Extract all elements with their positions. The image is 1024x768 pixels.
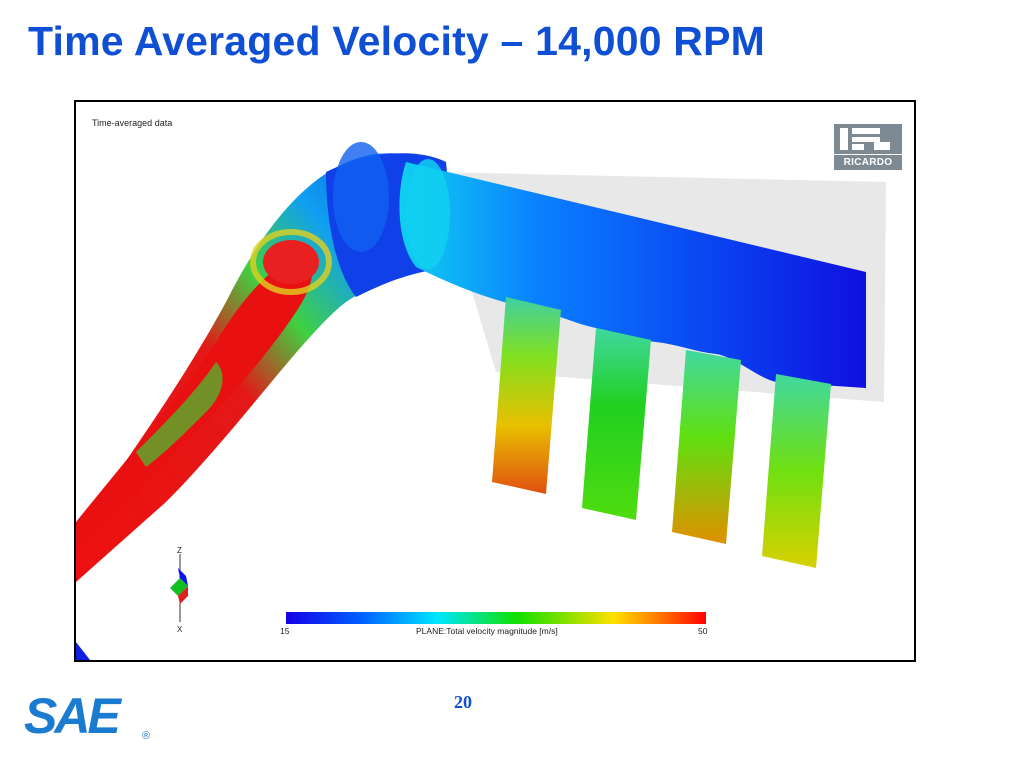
ricardo-logo-text: RICARDO [834,155,902,170]
corner-patch [76,642,90,660]
runner-4 [762,374,831,568]
cfd-figure: Time-averaged data RICARDO 15 PLANE:Tota… [74,100,916,662]
velocity-contour-image [76,142,886,660]
axis-z-label: Z [177,546,182,555]
runner-3 [672,350,741,544]
ricardo-logo: RICARDO [834,124,902,170]
colorbar-max: 50 [698,626,708,636]
sae-logo: SAE ® [24,690,154,746]
colorbar-min: 15 [280,626,290,636]
pipe-green-band [136,362,223,467]
registered-mark: ® [142,730,151,742]
bend-hotspot [263,240,319,284]
plenum-inlet-ring [406,159,450,269]
bend-highlight [333,142,389,252]
figure-caption: Time-averaged data [92,118,173,128]
runner-2 [582,328,651,520]
bend-hotspot-ring [250,229,332,295]
axis-triad [170,554,188,622]
slide-title: Time Averaged Velocity – 14,000 RPM [28,18,766,64]
sae-logo-text: SAE [24,688,121,744]
runner-1 [492,297,561,494]
colorbar-label: PLANE:Total velocity magnitude [m/s] [416,626,558,636]
plenum [399,162,866,388]
page-number: 20 [454,692,472,712]
axis-x-label: X [177,625,183,634]
ricardo-mark-icon [834,124,902,154]
colorbar [286,612,706,624]
